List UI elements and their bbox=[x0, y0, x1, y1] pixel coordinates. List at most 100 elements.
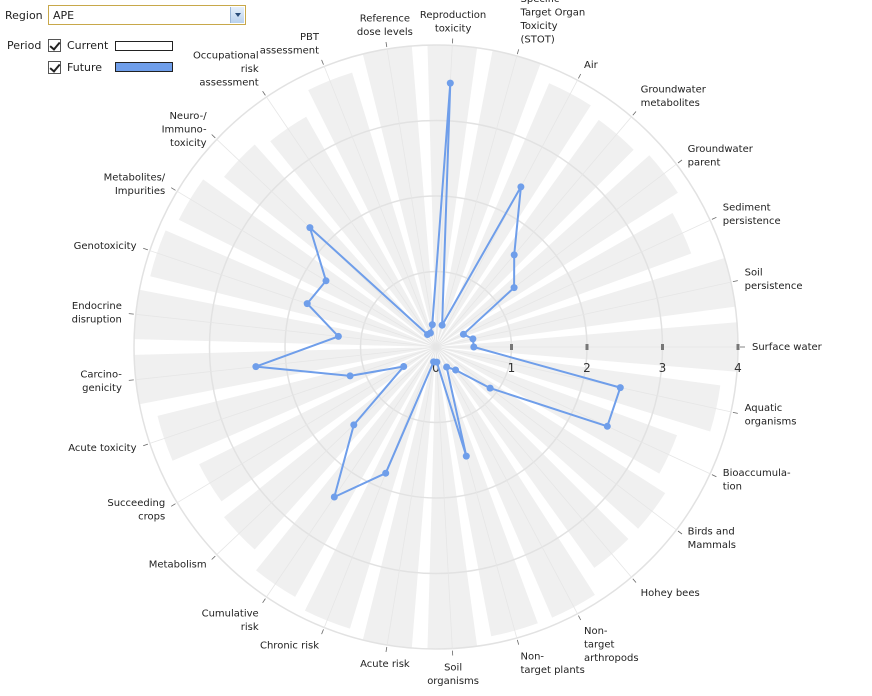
r-tick-mark-4 bbox=[736, 344, 740, 350]
category-label-28: Soil persistence bbox=[745, 267, 803, 292]
spoke-1 bbox=[435, 346, 731, 413]
axis-tick-12 bbox=[170, 503, 176, 507]
data-point-2 bbox=[603, 422, 611, 430]
axis-tick-8 bbox=[385, 646, 388, 652]
region-label: Region bbox=[5, 9, 43, 22]
category-label-26: Groundwater parent bbox=[688, 144, 754, 169]
spoke-20 bbox=[323, 66, 437, 348]
data-point-3 bbox=[486, 384, 494, 392]
spoke-16 bbox=[149, 250, 437, 348]
data-point-18 bbox=[306, 224, 314, 232]
category-label-16: Genotoxicity bbox=[74, 241, 137, 252]
data-point-28 bbox=[469, 335, 477, 343]
category-label-19: Occupational risk assessment bbox=[193, 51, 259, 89]
spoke-25 bbox=[435, 116, 632, 348]
axis-tick-1 bbox=[732, 412, 738, 414]
axis-tick-3 bbox=[677, 530, 683, 535]
category-label-17: Metabolites/Impurities bbox=[104, 172, 166, 197]
data-point-1 bbox=[616, 384, 624, 392]
spoke-6 bbox=[435, 346, 518, 639]
spoke-21 bbox=[386, 48, 437, 348]
data-point-24 bbox=[517, 183, 525, 191]
category-label-13: Acute toxicity bbox=[68, 443, 136, 454]
sector-16 bbox=[150, 230, 436, 347]
data-point-15 bbox=[334, 332, 342, 340]
r-tick-label-0: 0 bbox=[432, 361, 440, 375]
spoke-12 bbox=[176, 346, 437, 504]
category-label-7: Soil organisms bbox=[427, 663, 479, 688]
r-tick-label-3: 3 bbox=[659, 361, 667, 375]
data-point-26 bbox=[510, 284, 518, 292]
chevron-down-icon[interactable] bbox=[230, 7, 244, 23]
sector-27 bbox=[436, 213, 692, 347]
spoke-23 bbox=[435, 55, 518, 348]
data-point-11 bbox=[350, 421, 358, 429]
spoke-26 bbox=[435, 163, 677, 348]
spoke-14 bbox=[135, 346, 437, 381]
axis-tick-24 bbox=[578, 73, 582, 79]
category-label-2: Bioaccumula-tion bbox=[723, 468, 791, 493]
r-tick-label-1: 1 bbox=[508, 361, 516, 375]
current-checkbox[interactable] bbox=[48, 39, 61, 52]
category-label-25: Groundwater metabolites bbox=[641, 85, 707, 110]
data-point-5 bbox=[443, 363, 451, 371]
spoke-15 bbox=[135, 313, 437, 348]
axis-tick-28 bbox=[732, 280, 738, 282]
data-point-23 bbox=[438, 321, 446, 329]
sector-28 bbox=[436, 258, 736, 347]
category-label-11: Metabolism bbox=[149, 559, 207, 570]
axis-tick-4 bbox=[632, 578, 637, 583]
data-point-21 bbox=[428, 321, 436, 329]
data-point-22 bbox=[446, 79, 454, 87]
spoke-7 bbox=[435, 346, 453, 649]
category-label-4: Hohey bees bbox=[641, 588, 700, 599]
sector-24 bbox=[436, 83, 591, 348]
axis-tick-5 bbox=[578, 615, 582, 621]
sector-1 bbox=[436, 347, 721, 432]
r-tick-label-4: 4 bbox=[734, 361, 742, 375]
axis-tick-15 bbox=[128, 313, 134, 315]
future-swatch bbox=[115, 62, 173, 72]
axis-tick-9 bbox=[321, 629, 324, 635]
axis-tick-6 bbox=[516, 639, 520, 645]
sector-23 bbox=[436, 50, 541, 348]
spoke-4 bbox=[435, 346, 632, 578]
category-label-1: Aquatic organisms bbox=[745, 403, 797, 428]
data-point-20 bbox=[426, 329, 434, 337]
data-point-8 bbox=[430, 358, 438, 366]
future-label: Future bbox=[67, 61, 103, 74]
sector-12 bbox=[199, 347, 436, 502]
data-point-17 bbox=[322, 277, 330, 285]
data-point-27 bbox=[459, 330, 467, 338]
sector-17 bbox=[178, 179, 437, 347]
data-point-9 bbox=[382, 469, 390, 477]
future-checkbox[interactable] bbox=[48, 61, 61, 74]
spoke-9 bbox=[323, 346, 437, 628]
category-label-21: Reference dose levels bbox=[357, 14, 413, 39]
spoke-5 bbox=[435, 346, 578, 614]
r-tick-label-2: 2 bbox=[583, 361, 591, 375]
axis-tick-21 bbox=[385, 42, 388, 48]
sector-9 bbox=[304, 347, 436, 629]
category-label-27: Sediment persistence bbox=[723, 203, 781, 228]
sector-19 bbox=[270, 116, 436, 347]
axis-tick-20 bbox=[321, 59, 324, 65]
axis-tick-16 bbox=[143, 247, 149, 251]
axis-tick-11 bbox=[211, 555, 216, 560]
data-point-13 bbox=[346, 372, 354, 380]
category-label-10: Cumulative risk bbox=[202, 609, 259, 634]
region-select[interactable]: APE bbox=[48, 5, 246, 25]
category-label-15: Endocrine disruption bbox=[72, 301, 122, 326]
category-label-24: Air bbox=[584, 60, 599, 71]
category-label-20: PBT assessment bbox=[260, 32, 320, 57]
axis-tick-19 bbox=[262, 90, 266, 96]
spoke-13 bbox=[149, 346, 437, 444]
data-point-4 bbox=[452, 366, 460, 374]
data-point-6 bbox=[462, 452, 470, 460]
spoke-27 bbox=[435, 219, 711, 348]
axis-tick-26 bbox=[677, 159, 683, 164]
category-label-22: Reproduction toxicity bbox=[420, 10, 486, 35]
category-label-18: Neuro-/Immuno-toxicity bbox=[162, 111, 208, 149]
